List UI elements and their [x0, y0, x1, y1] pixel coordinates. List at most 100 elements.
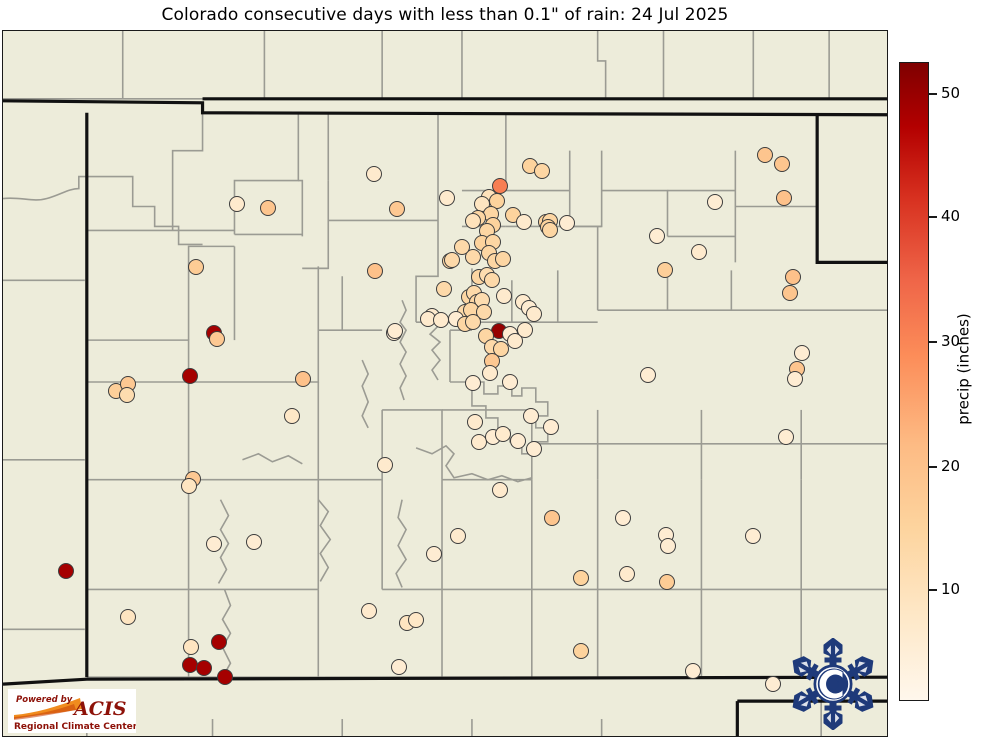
station-marker [119, 387, 135, 403]
acis-powered-by: Powered by [16, 695, 73, 705]
acis-logo-graphic: Powered by ACIS Regional Climate Centers [8, 689, 136, 733]
station-marker [496, 288, 512, 304]
station-marker [615, 510, 631, 526]
station-marker [120, 609, 136, 625]
station-marker [209, 331, 225, 347]
station-marker [544, 510, 560, 526]
station-marker [573, 570, 589, 586]
station-marker [426, 546, 442, 562]
snowflake-logo [785, 637, 881, 731]
station-marker [517, 322, 533, 338]
acis-logo: Powered by ACIS Regional Climate Centers [8, 689, 136, 733]
colorbar-gradient [899, 62, 929, 701]
station-marker [389, 201, 405, 217]
acis-wordmark: ACIS [72, 698, 126, 720]
station-marker [246, 534, 262, 550]
station-marker [450, 528, 466, 544]
station-marker [465, 249, 481, 265]
station-marker [765, 676, 781, 692]
station-marker [745, 528, 761, 544]
colorbar-tick [929, 341, 937, 343]
acis-subtitle: Regional Climate Centers [14, 722, 136, 732]
station-marker [295, 371, 311, 387]
station-marker [776, 190, 792, 206]
colorbar-tick-label: 10 [941, 580, 961, 598]
station-marker [181, 478, 197, 494]
colorbar-tick-label: 50 [941, 84, 961, 102]
station-marker [785, 269, 801, 285]
station-marker [367, 263, 383, 279]
station-marker [778, 429, 794, 445]
station-marker [484, 272, 500, 288]
station-marker [757, 147, 773, 163]
colorbar-tick-label: 20 [941, 457, 961, 475]
station-marker [495, 251, 511, 267]
station-marker [502, 374, 518, 390]
station-marker [523, 408, 539, 424]
station-marker [526, 441, 542, 457]
station-marker [659, 574, 675, 590]
station-marker [467, 414, 483, 430]
station-marker [217, 669, 233, 685]
station-marker [465, 314, 481, 330]
colorado-map-svg [3, 31, 887, 736]
station-marker [640, 367, 656, 383]
station-marker [660, 538, 676, 554]
station-marker [454, 239, 470, 255]
station-marker [774, 156, 790, 172]
station-marker [649, 228, 665, 244]
station-marker [182, 368, 198, 384]
station-marker [510, 433, 526, 449]
station-marker [465, 375, 481, 391]
snowflake-icon [792, 637, 874, 731]
station-marker [439, 190, 455, 206]
station-marker [183, 639, 199, 655]
station-marker [559, 215, 575, 231]
station-marker [619, 566, 635, 582]
station-marker [543, 419, 559, 435]
station-marker [229, 196, 245, 212]
station-marker [444, 252, 460, 268]
station-marker [58, 563, 74, 579]
station-marker [361, 603, 377, 619]
colorbar-axis-label-text: precip (inches) [955, 312, 973, 425]
colorbar-tick-label: 40 [941, 207, 961, 225]
county-boundaries [3, 31, 887, 736]
colorbar-tick-label: 30 [941, 332, 961, 350]
station-marker [408, 612, 424, 628]
station-marker [476, 304, 492, 320]
station-marker [657, 262, 673, 278]
colorbar: 50 40 30 20 10 [899, 62, 960, 701]
station-marker [433, 312, 449, 328]
colorbar-tick [929, 589, 937, 591]
station-marker [492, 482, 508, 498]
station-marker [526, 306, 542, 322]
station-marker [196, 660, 212, 676]
station-marker [787, 371, 803, 387]
station-marker [391, 659, 407, 675]
colorbar-tick [929, 93, 937, 95]
station-marker [436, 281, 452, 297]
station-marker [465, 213, 481, 229]
chart-title: Colorado consecutive days with less than… [161, 5, 729, 25]
station-marker [794, 345, 810, 361]
station-marker [542, 222, 558, 238]
colorbar-axis-label: precip (inches) [952, 0, 976, 737]
station-marker [782, 285, 798, 301]
station-marker [211, 634, 227, 650]
map-plot-area[interactable] [2, 30, 888, 737]
station-marker [284, 408, 300, 424]
station-marker [495, 426, 511, 442]
colorbar-tick [929, 466, 937, 468]
station-marker [573, 643, 589, 659]
station-marker [206, 536, 222, 552]
station-marker [387, 323, 403, 339]
station-marker [685, 663, 701, 679]
state-boundaries [3, 97, 887, 736]
station-marker [377, 457, 393, 473]
station-marker [534, 163, 550, 179]
station-marker [366, 166, 382, 182]
colorbar-tick [929, 216, 937, 218]
station-marker [516, 214, 532, 230]
